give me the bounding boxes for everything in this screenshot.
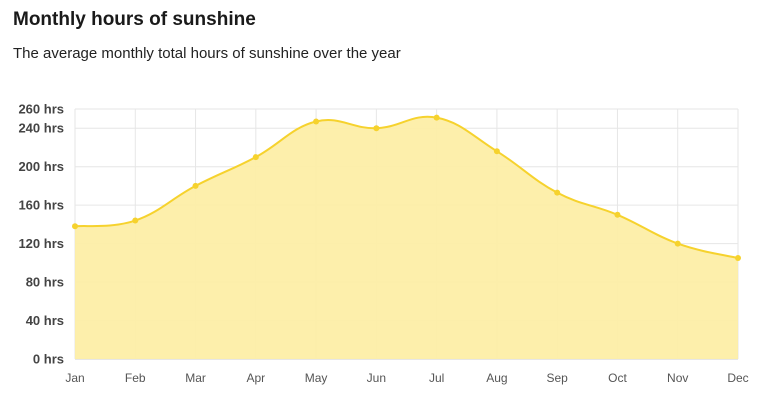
data-point-jan[interactable] — [72, 223, 78, 230]
data-points — [72, 114, 741, 262]
data-point-apr[interactable] — [252, 154, 259, 161]
x-tick-label-nov: Nov — [667, 371, 688, 385]
series-area — [75, 116, 738, 359]
x-tick-label-oct: Oct — [608, 371, 627, 385]
x-tick-label-may: May — [305, 371, 328, 385]
data-point-dec[interactable] — [735, 255, 741, 262]
y-tick-label: 80 hrs — [26, 275, 64, 290]
x-tick-label-dec: Dec — [727, 371, 748, 385]
data-point-may[interactable] — [313, 118, 320, 125]
data-point-mar[interactable] — [192, 182, 199, 189]
x-axis-ticks: Jan Feb Mar Apr May Jun Jul Aug Sep Oct Nov Dec — [65, 371, 748, 385]
y-tick-label: 40 hrs — [26, 313, 64, 328]
data-point-feb[interactable] — [132, 217, 139, 224]
data-point-oct[interactable] — [614, 211, 621, 218]
x-tick-label-feb: Feb — [125, 371, 146, 385]
x-tick-label-jan: Jan — [65, 371, 84, 385]
x-tick-label-apr: Apr — [246, 371, 265, 385]
data-point-jul[interactable] — [433, 114, 440, 121]
chart-title: Monthly hours of sunshine — [13, 9, 256, 30]
y-tick-label: 160 hrs — [18, 198, 64, 213]
x-tick-label-mar: Mar — [185, 371, 206, 385]
y-tick-label: 0 hrs — [33, 352, 64, 367]
y-tick-label: 200 hrs — [18, 159, 64, 174]
y-tick-label: 240 hrs — [18, 121, 64, 136]
y-tick-label: 120 hrs — [18, 236, 64, 251]
x-tick-label-jul: Jul — [429, 371, 444, 385]
data-point-sep[interactable] — [554, 189, 561, 196]
y-axis-ticks: 0 hrs 40 hrs 80 hrs 120 hrs 160 hrs 200 hrs 24… — [18, 102, 64, 367]
x-tick-label-jun: Jun — [367, 371, 386, 385]
data-point-aug[interactable] — [493, 148, 500, 155]
chart-subtitle: The average monthly total hours of sunsh… — [13, 45, 401, 62]
data-point-nov[interactable] — [674, 240, 681, 247]
data-point-jun[interactable] — [373, 125, 380, 132]
x-tick-label-aug: Aug — [486, 371, 507, 385]
y-tick-label: 260 hrs — [18, 102, 64, 117]
x-tick-label-sep: Sep — [547, 371, 569, 385]
